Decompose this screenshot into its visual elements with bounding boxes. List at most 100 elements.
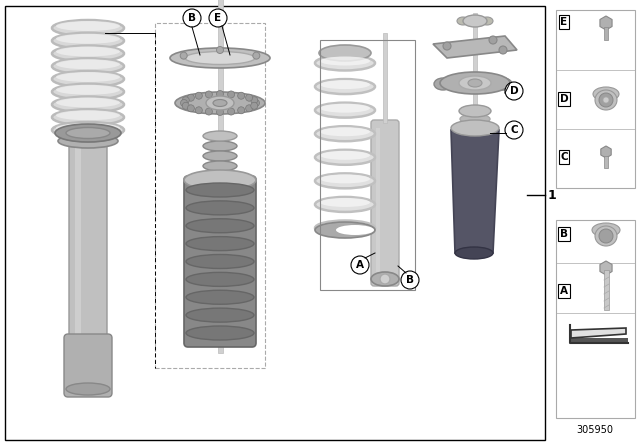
Ellipse shape <box>186 201 254 215</box>
Text: C: C <box>560 152 568 162</box>
Circle shape <box>489 36 497 44</box>
Ellipse shape <box>451 120 499 136</box>
Ellipse shape <box>184 170 256 190</box>
Ellipse shape <box>186 254 254 268</box>
Ellipse shape <box>315 150 375 165</box>
Ellipse shape <box>52 33 124 49</box>
Circle shape <box>205 91 212 98</box>
Ellipse shape <box>459 105 491 117</box>
Ellipse shape <box>593 87 619 101</box>
Ellipse shape <box>52 20 124 36</box>
Ellipse shape <box>58 134 118 148</box>
FancyBboxPatch shape <box>69 115 107 396</box>
Ellipse shape <box>595 226 617 246</box>
Ellipse shape <box>460 122 490 132</box>
Ellipse shape <box>315 197 375 212</box>
Circle shape <box>603 97 609 103</box>
Polygon shape <box>451 130 499 253</box>
Ellipse shape <box>319 45 371 61</box>
Ellipse shape <box>460 130 490 140</box>
Ellipse shape <box>186 183 254 197</box>
Text: C: C <box>510 125 518 135</box>
Ellipse shape <box>52 58 124 74</box>
Ellipse shape <box>459 76 491 90</box>
Circle shape <box>216 108 223 116</box>
Text: E: E <box>214 13 221 23</box>
Ellipse shape <box>320 80 370 89</box>
Circle shape <box>499 46 507 54</box>
Circle shape <box>505 82 523 100</box>
Ellipse shape <box>56 72 120 82</box>
Ellipse shape <box>315 173 375 188</box>
Ellipse shape <box>52 46 124 61</box>
Ellipse shape <box>170 48 270 68</box>
Ellipse shape <box>320 56 370 65</box>
Ellipse shape <box>315 56 375 70</box>
FancyBboxPatch shape <box>184 176 256 347</box>
Ellipse shape <box>315 103 375 118</box>
Ellipse shape <box>52 96 124 112</box>
Ellipse shape <box>185 52 255 65</box>
Ellipse shape <box>56 98 120 108</box>
Ellipse shape <box>203 131 237 141</box>
Ellipse shape <box>460 114 490 124</box>
Text: D: D <box>509 86 518 96</box>
Ellipse shape <box>186 272 254 286</box>
Bar <box>604 27 608 40</box>
Ellipse shape <box>52 109 124 125</box>
FancyBboxPatch shape <box>64 334 112 397</box>
Circle shape <box>182 97 189 104</box>
Circle shape <box>246 105 253 112</box>
Ellipse shape <box>66 128 110 138</box>
Text: B: B <box>406 275 414 285</box>
Text: 305950: 305950 <box>577 425 614 435</box>
Ellipse shape <box>315 126 375 141</box>
Ellipse shape <box>52 84 124 100</box>
Ellipse shape <box>336 225 374 235</box>
Ellipse shape <box>320 127 370 136</box>
Circle shape <box>182 102 189 109</box>
Ellipse shape <box>468 79 482 87</box>
Circle shape <box>209 9 227 27</box>
Ellipse shape <box>592 223 620 237</box>
Ellipse shape <box>56 21 120 31</box>
Circle shape <box>246 94 253 101</box>
Circle shape <box>401 271 419 289</box>
Ellipse shape <box>56 123 120 133</box>
Ellipse shape <box>320 174 370 183</box>
Bar <box>376 128 380 278</box>
Ellipse shape <box>320 198 370 207</box>
Ellipse shape <box>320 151 370 160</box>
Circle shape <box>216 90 223 98</box>
Bar <box>155 23 265 368</box>
Bar <box>383 33 387 123</box>
Circle shape <box>351 256 369 274</box>
Circle shape <box>188 105 195 112</box>
Ellipse shape <box>186 308 254 322</box>
Ellipse shape <box>175 92 265 114</box>
Circle shape <box>253 52 260 59</box>
Ellipse shape <box>494 78 512 90</box>
Ellipse shape <box>213 99 227 107</box>
Ellipse shape <box>56 85 120 95</box>
Ellipse shape <box>315 79 375 94</box>
Text: A: A <box>560 286 568 296</box>
Ellipse shape <box>186 219 254 233</box>
Polygon shape <box>571 328 626 338</box>
Ellipse shape <box>203 161 237 171</box>
Bar <box>604 270 609 310</box>
Text: A: A <box>356 260 364 270</box>
Text: D: D <box>560 94 568 104</box>
FancyBboxPatch shape <box>371 120 399 286</box>
Ellipse shape <box>56 47 120 56</box>
Ellipse shape <box>186 326 254 340</box>
Ellipse shape <box>440 72 510 94</box>
Circle shape <box>251 102 258 109</box>
Circle shape <box>216 47 223 53</box>
Ellipse shape <box>371 272 399 286</box>
Ellipse shape <box>320 221 370 231</box>
Circle shape <box>237 92 244 99</box>
Circle shape <box>180 52 187 59</box>
Bar <box>75 123 81 388</box>
Ellipse shape <box>52 71 124 87</box>
